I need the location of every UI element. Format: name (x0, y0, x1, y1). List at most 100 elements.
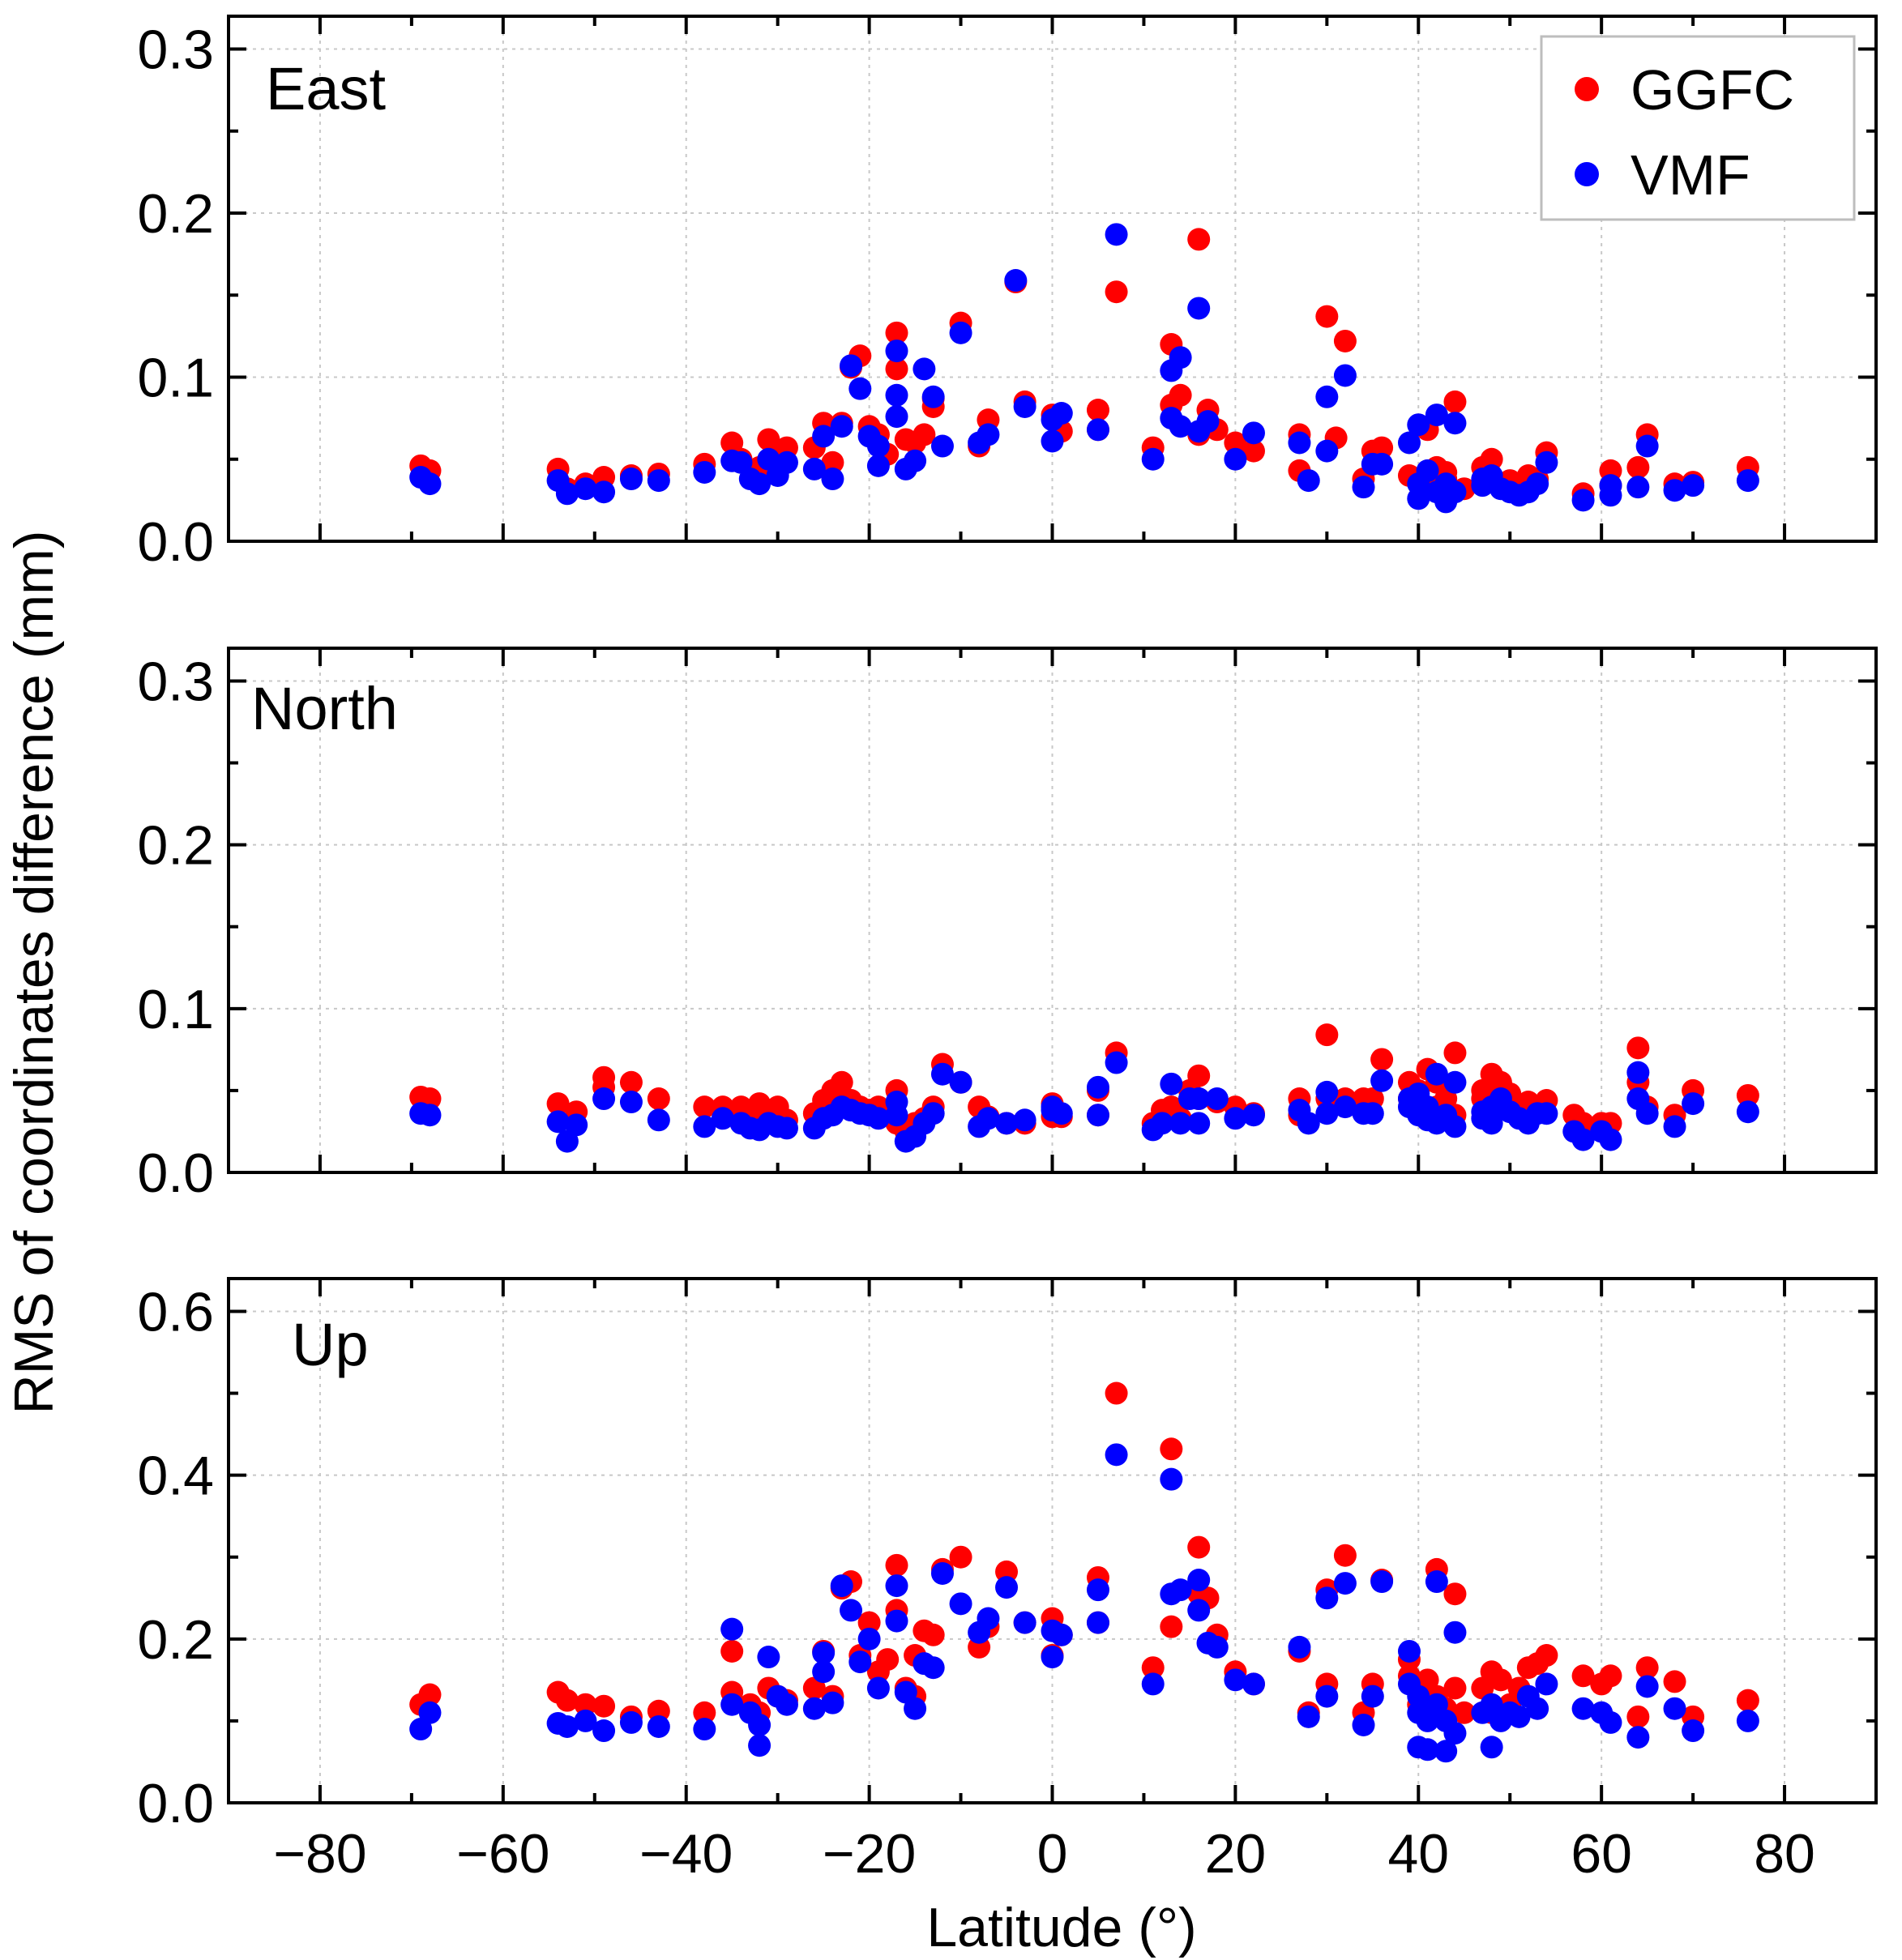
data-point-vmf (1663, 1697, 1686, 1720)
data-point-ggfc (1333, 1544, 1357, 1567)
data-point-vmf (1013, 395, 1036, 418)
data-point-vmf (1187, 1112, 1211, 1135)
data-point-ggfc (592, 1694, 616, 1718)
data-point-ggfc (546, 1092, 570, 1116)
data-point-vmf (1535, 451, 1558, 474)
data-point-vmf (1315, 1080, 1339, 1104)
data-point-ggfc (1443, 390, 1467, 413)
x-tick-label: 80 (1754, 1823, 1815, 1885)
data-point-vmf (1361, 1685, 1384, 1708)
y-tick-label: 0.4 (137, 1445, 214, 1507)
data-point-vmf (1086, 1075, 1109, 1099)
panel-label-east: East (266, 55, 387, 122)
data-point-vmf (1370, 452, 1394, 476)
data-point-ggfc (1626, 1036, 1650, 1060)
data-point-vmf (619, 468, 643, 491)
data-point-vmf (1169, 1112, 1192, 1135)
data-point-vmf (1663, 1115, 1686, 1138)
data-point-vmf (1004, 269, 1028, 293)
series-ggfc-up (409, 1381, 1759, 1728)
data-point-vmf (866, 1676, 890, 1700)
data-point-vmf (840, 354, 863, 378)
ticks-north (227, 648, 1878, 1174)
data-point-vmf (1352, 476, 1375, 499)
data-point-vmf (1333, 1572, 1357, 1595)
data-point-vmf (1535, 1102, 1558, 1125)
data-point-vmf (1443, 1722, 1467, 1745)
data-point-ggfc (830, 1070, 853, 1094)
data-point-vmf (693, 460, 716, 484)
data-point-ggfc (1599, 1664, 1622, 1688)
data-point-ggfc (1736, 1083, 1759, 1107)
data-point-vmf (821, 468, 844, 491)
data-point-vmf (1416, 459, 1439, 482)
data-point-vmf (930, 434, 954, 458)
data-point-ggfc (574, 1693, 597, 1716)
y-tick-label: 0.1 (137, 979, 214, 1040)
data-point-vmf (977, 423, 1000, 446)
data-point-ggfc (693, 1095, 716, 1119)
data-point-vmf (1169, 1578, 1192, 1602)
data-point-vmf (1736, 1709, 1759, 1732)
data-point-vmf (1425, 404, 1448, 427)
data-point-vmf (574, 477, 597, 501)
data-point-vmf (592, 480, 616, 504)
data-point-vmf (904, 449, 927, 472)
data-point-vmf (647, 1108, 670, 1132)
data-point-vmf (1049, 1623, 1073, 1646)
data-point-ggfc (1242, 439, 1265, 463)
data-point-vmf (775, 1117, 798, 1140)
data-point-vmf (748, 1713, 771, 1736)
data-point-ggfc (821, 451, 844, 474)
data-point-vmf (1086, 1611, 1109, 1634)
data-point-vmf (592, 1719, 616, 1743)
data-point-ggfc (1160, 1437, 1183, 1461)
data-point-vmf (775, 1693, 798, 1716)
data-point-ggfc (1169, 383, 1192, 407)
data-point-vmf (1535, 1672, 1558, 1696)
data-point-vmf (1682, 474, 1705, 497)
data-point-ggfc (913, 423, 936, 446)
data-point-ggfc (418, 1683, 442, 1706)
data-point-ggfc (885, 321, 908, 344)
data-point-ggfc (1480, 447, 1503, 471)
data-point-vmf (720, 1693, 744, 1716)
data-point-ggfc (619, 1070, 643, 1094)
grid-east (229, 16, 1876, 541)
data-point-vmf (592, 1087, 616, 1111)
data-point-vmf (1333, 364, 1357, 387)
data-point-vmf (1599, 1128, 1622, 1151)
data-point-vmf (1626, 476, 1650, 499)
data-point-vmf (812, 1660, 836, 1684)
x-axis-title: Latitude (°) (926, 1897, 1196, 1958)
data-point-ggfc (1736, 1689, 1759, 1712)
data-point-vmf (1288, 1635, 1311, 1659)
data-point-vmf (1663, 479, 1686, 502)
data-point-vmf (1416, 1738, 1439, 1761)
data-point-ggfc (1535, 1644, 1558, 1667)
data-point-vmf (1105, 1443, 1128, 1467)
data-point-vmf (1571, 489, 1595, 512)
series-vmf-north (409, 1051, 1759, 1153)
data-point-ggfc (1315, 305, 1339, 328)
data-point-vmf (885, 1104, 908, 1127)
data-point-vmf (1196, 410, 1220, 433)
data-point-vmf (1041, 429, 1064, 453)
data-point-vmf (418, 1701, 442, 1724)
data-point-vmf (1187, 1087, 1211, 1111)
x-tick-label: −80 (273, 1823, 366, 1885)
y-tick-label: 0.2 (137, 1609, 214, 1671)
data-point-ggfc (1626, 1705, 1650, 1728)
data-point-vmf (1397, 431, 1421, 455)
legend: GGFC VMF (1540, 35, 1856, 221)
x-tick-label: −20 (823, 1823, 916, 1885)
data-point-vmf (711, 1107, 734, 1130)
data-point-vmf (821, 1691, 844, 1714)
data-point-vmf (1315, 1685, 1339, 1708)
legend-box (1540, 35, 1856, 221)
panel-up: 0.0 0.2 0.4 0.6 −80 −60 −40 −20 0 20 40 60 80 Up (137, 1277, 1878, 1885)
data-point-vmf (1425, 1062, 1448, 1086)
data-point-vmf (748, 472, 771, 496)
data-point-vmf (885, 1574, 908, 1598)
data-point-vmf (930, 1561, 954, 1585)
